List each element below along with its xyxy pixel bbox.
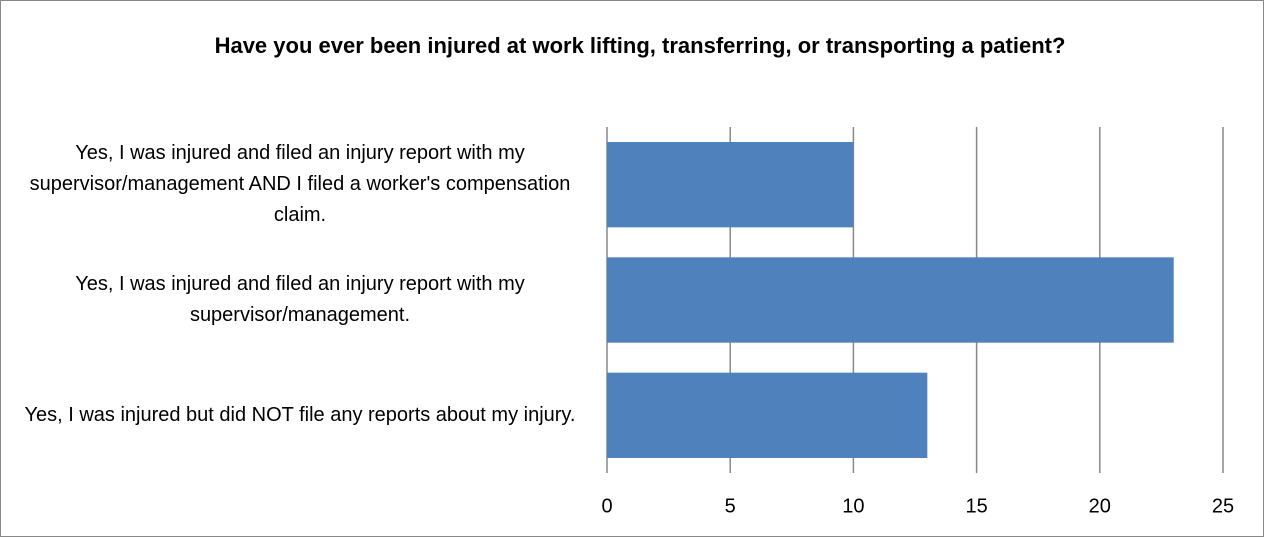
y-tick-label: Yes, I was injured and filed an injury r… [29, 142, 571, 227]
bar [607, 372, 928, 459]
x-tick-label: 0 [601, 495, 612, 517]
x-tick-label: 25 [1212, 495, 1234, 517]
bar [607, 141, 854, 228]
chart-title: Have you ever been injured at work lifti… [214, 33, 1066, 58]
y-tick-label: Yes, I was injured but did NOT file any … [24, 403, 576, 426]
x-tick-label: 5 [725, 495, 736, 517]
x-tick-label: 15 [965, 495, 987, 517]
y-tick-label: Yes, I was injured and filed an injury r… [75, 273, 525, 326]
x-tick-label: 20 [1089, 495, 1111, 517]
bar [607, 257, 1174, 343]
x-tick-label: 10 [842, 495, 864, 517]
